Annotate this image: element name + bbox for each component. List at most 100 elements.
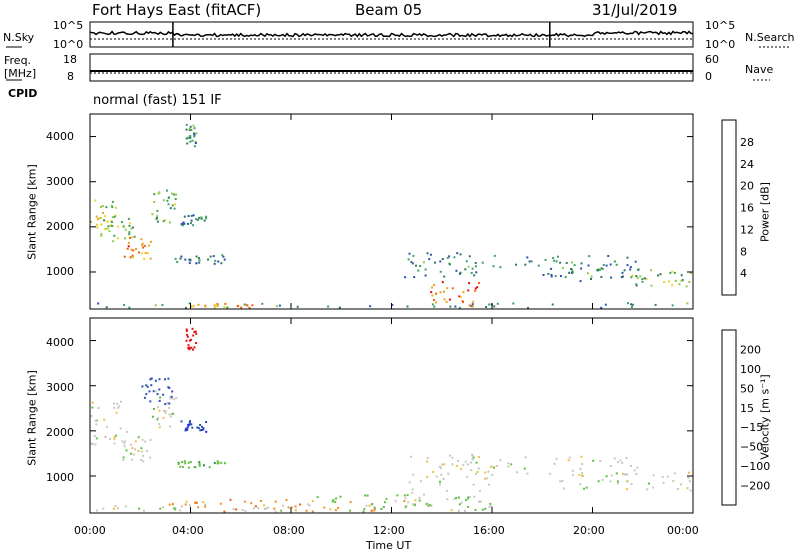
data-cell-11 bbox=[609, 263, 612, 266]
data-cell-0 bbox=[93, 435, 96, 437]
data-cell-12 bbox=[468, 495, 471, 498]
data-cell-10 bbox=[434, 301, 437, 304]
data-cell-3 bbox=[188, 421, 191, 424]
data-cell-6 bbox=[193, 133, 196, 136]
data-cell-11 bbox=[626, 256, 629, 259]
data-cell-0 bbox=[95, 215, 98, 218]
data-cell-3 bbox=[173, 193, 176, 196]
data-cell-12 bbox=[339, 495, 342, 498]
data-cell-10 bbox=[451, 287, 454, 290]
data-cell-7 bbox=[368, 504, 371, 507]
velocity-ytick-3000: 3000 bbox=[46, 381, 74, 394]
data-cell-2 bbox=[149, 257, 152, 260]
data-cell-7 bbox=[263, 508, 266, 510]
data-cell-9 bbox=[471, 453, 474, 456]
data-cell-3 bbox=[199, 424, 202, 426]
data-cell-3 bbox=[156, 209, 159, 212]
data-cell-6 bbox=[158, 378, 161, 381]
data-cell-3 bbox=[171, 192, 174, 195]
colorbar-tick-label: 20 bbox=[740, 180, 754, 193]
data-cell-2 bbox=[140, 252, 143, 255]
data-cell-11 bbox=[673, 472, 676, 475]
data-cell-13 bbox=[639, 275, 642, 278]
data-cell-11 bbox=[528, 260, 531, 263]
data-cell-0 bbox=[113, 215, 116, 218]
data-cell-5 bbox=[187, 347, 190, 350]
data-cell-3 bbox=[156, 216, 158, 219]
data-cell-11 bbox=[601, 478, 604, 481]
data-cell-11 bbox=[616, 482, 619, 485]
data-cell-6 bbox=[188, 127, 191, 130]
data-cell-12 bbox=[394, 500, 397, 503]
colorbar-tick-label: −15 bbox=[740, 421, 763, 434]
data-cell-7 bbox=[112, 507, 115, 510]
data-cell-11 bbox=[630, 483, 633, 485]
data-cell-4 bbox=[187, 222, 190, 225]
colorbar-tick-label: 50 bbox=[740, 382, 754, 395]
data-cell-0 bbox=[98, 217, 100, 220]
data-cell-12 bbox=[621, 271, 624, 274]
data-cell-0 bbox=[101, 205, 104, 207]
data-cell-5 bbox=[191, 327, 194, 330]
data-cell-10 bbox=[445, 301, 448, 303]
data-cell-12 bbox=[446, 498, 449, 501]
data-cell-9 bbox=[424, 274, 427, 277]
data-cell-0 bbox=[95, 437, 98, 440]
data-cell-1 bbox=[126, 430, 128, 433]
data-cell-9 bbox=[443, 275, 446, 278]
data-cell-10 bbox=[555, 457, 558, 460]
data-cell-11 bbox=[464, 268, 467, 271]
velocity-ytick-1000: 1000 bbox=[46, 471, 74, 484]
data-cell-6 bbox=[194, 142, 197, 144]
data-cell-10 bbox=[613, 457, 616, 460]
data-cell-9 bbox=[413, 276, 416, 279]
data-cell-8 bbox=[373, 509, 376, 512]
data-cell-0 bbox=[105, 206, 108, 209]
freq-right-tick-bottom: 0 bbox=[705, 70, 712, 83]
data-cell-2 bbox=[129, 236, 131, 239]
data-cell-13 bbox=[635, 284, 638, 287]
data-cell-8 bbox=[287, 506, 290, 509]
data-cell-5 bbox=[180, 255, 183, 258]
data-cell-2 bbox=[141, 244, 144, 247]
data-cell-10 bbox=[610, 474, 613, 477]
data-cell-2 bbox=[123, 255, 126, 258]
data-cell-7 bbox=[627, 302, 629, 305]
data-cell-11 bbox=[537, 264, 540, 267]
data-cell-1 bbox=[125, 449, 128, 452]
data-cell-9 bbox=[435, 475, 438, 478]
data-cell-10 bbox=[571, 469, 574, 472]
data-cell-5 bbox=[194, 330, 197, 333]
data-cell-11 bbox=[661, 475, 664, 478]
data-cell-12 bbox=[579, 280, 582, 283]
data-cell-8 bbox=[223, 306, 226, 308]
data-cell-10 bbox=[443, 298, 446, 301]
data-cell-10 bbox=[472, 300, 475, 303]
colorbar-tick-label: 16 bbox=[740, 202, 754, 215]
data-cell-7 bbox=[433, 305, 436, 308]
data-cell-10 bbox=[462, 463, 465, 466]
data-cell-3 bbox=[162, 199, 165, 202]
data-cell-6 bbox=[188, 128, 191, 131]
colorbar-tick-label: 100 bbox=[740, 363, 761, 376]
data-cell-7 bbox=[308, 504, 311, 507]
data-cell-2 bbox=[135, 248, 137, 250]
data-cell-9 bbox=[441, 463, 443, 466]
data-cell-4 bbox=[190, 222, 192, 225]
data-cell-8 bbox=[370, 509, 373, 512]
data-cell-10 bbox=[635, 473, 638, 476]
data-cell-7 bbox=[406, 305, 409, 308]
data-cell-9 bbox=[455, 269, 458, 272]
data-cell-8 bbox=[243, 500, 246, 503]
data-cell-8 bbox=[250, 502, 253, 505]
data-cell-12 bbox=[547, 272, 550, 275]
data-cell-12 bbox=[382, 506, 385, 508]
data-cell-11 bbox=[499, 266, 502, 269]
data-cell-12 bbox=[559, 275, 562, 277]
data-cell-11 bbox=[492, 265, 495, 268]
data-cell-10 bbox=[461, 300, 464, 303]
data-cell-5 bbox=[192, 348, 194, 351]
data-cell-9 bbox=[486, 477, 489, 480]
data-cell-7 bbox=[116, 507, 119, 510]
data-cell-0 bbox=[113, 402, 115, 405]
